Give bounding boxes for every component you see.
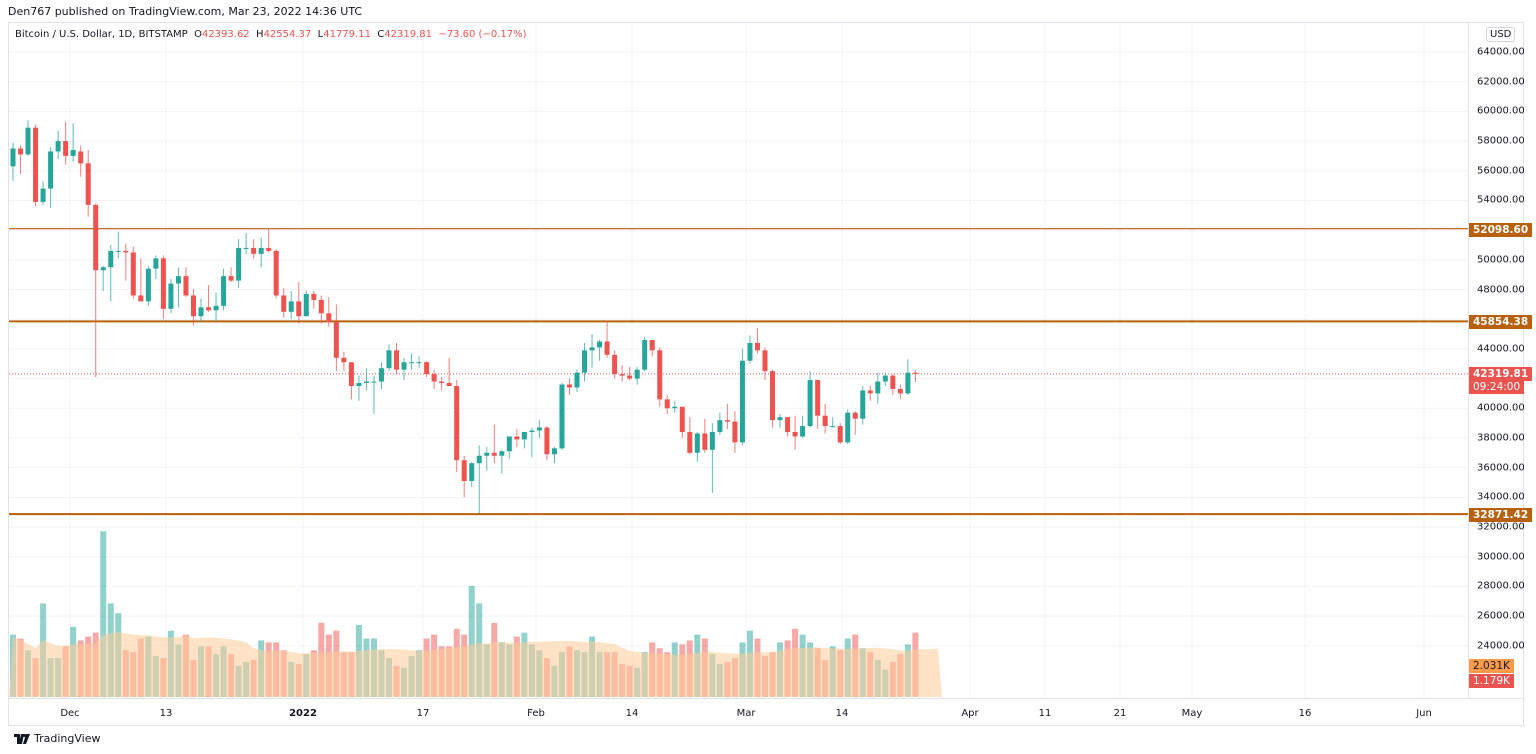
time-tick: 13 (159, 708, 173, 719)
tradingview-brand[interactable]: TradingView (14, 732, 100, 745)
time-tick: 14 (835, 708, 849, 719)
price-tick: 26000.00 (1477, 610, 1525, 622)
price-tick: 24000.00 (1477, 640, 1525, 652)
time-tick: Mar (736, 708, 756, 719)
volume-label: 1.179K (1469, 674, 1514, 688)
close-value: 42319.81 (384, 29, 432, 40)
open-label: O (194, 29, 202, 40)
open-value: 42393.62 (201, 29, 250, 40)
tradingview-logo-icon (14, 733, 30, 744)
price-tick: 48000.00 (1477, 284, 1525, 295)
price-tick: 34000.00 (1477, 491, 1525, 503)
price-tick: 50000.00 (1477, 254, 1525, 266)
time-tick: 2022 (289, 708, 317, 719)
price-tick: 36000.00 (1477, 462, 1525, 474)
price-tick: 38000.00 (1477, 432, 1525, 444)
time-tick: 14 (625, 708, 639, 719)
price-tick: 56000.00 (1477, 165, 1525, 177)
time-tick: Jun (1416, 708, 1432, 719)
price-tick: 44000.00 (1477, 343, 1525, 355)
price-tick: 54000.00 (1477, 194, 1525, 206)
symbol-title[interactable]: Bitcoin / U.S. Dollar, 1D, BITSTAMP (15, 29, 188, 40)
time-tick: 11 (1038, 708, 1052, 719)
price-axis[interactable] (1468, 22, 1525, 698)
bar-countdown-label: 09:24:00 (1469, 380, 1525, 394)
time-tick: Dec (60, 708, 80, 719)
time-tick: 16 (1298, 708, 1312, 719)
volume-ma-label: 2.031K (1469, 659, 1514, 673)
publish-info: Den767 published on TradingView.com, Mar… (8, 5, 363, 18)
price-tick: 30000.00 (1477, 551, 1525, 563)
time-tick: Feb (527, 708, 545, 719)
high-label: H (256, 29, 264, 40)
brand-name: TradingView (34, 732, 101, 745)
time-tick: 17 (416, 708, 430, 719)
level-label-52098: 52098.60 (1469, 223, 1533, 237)
currency-button[interactable]: USD (1486, 27, 1516, 42)
time-axis[interactable] (8, 698, 1524, 727)
close-label: C (377, 29, 385, 40)
last-price-label: 42319.81 (1469, 367, 1533, 381)
high-value: 42554.37 (263, 29, 312, 40)
level-label-32871: 32871.42 (1469, 508, 1533, 522)
low-label: L (317, 29, 324, 40)
price-tick: 60000.00 (1477, 105, 1525, 117)
price-tick: 32000.00 (1477, 521, 1525, 533)
price-tick: 62000.00 (1477, 76, 1525, 88)
price-tick: 28000.00 (1477, 580, 1525, 592)
change-value: −73.60 (−0.17%) (438, 29, 527, 40)
level-label-45854: 45854.38 (1469, 315, 1533, 329)
low-value: 41779.11 (323, 29, 371, 40)
time-tick: 21 (1113, 708, 1127, 719)
time-tick: Apr (961, 708, 979, 719)
price-tick: 64000.00 (1477, 46, 1525, 58)
price-tick: 40000.00 (1477, 402, 1525, 414)
ohlc-legend: Bitcoin / U.S. Dollar, 1D, BITSTAMP O423… (15, 29, 527, 40)
time-tick: May (1181, 708, 1203, 719)
price-tick: 58000.00 (1477, 135, 1525, 147)
